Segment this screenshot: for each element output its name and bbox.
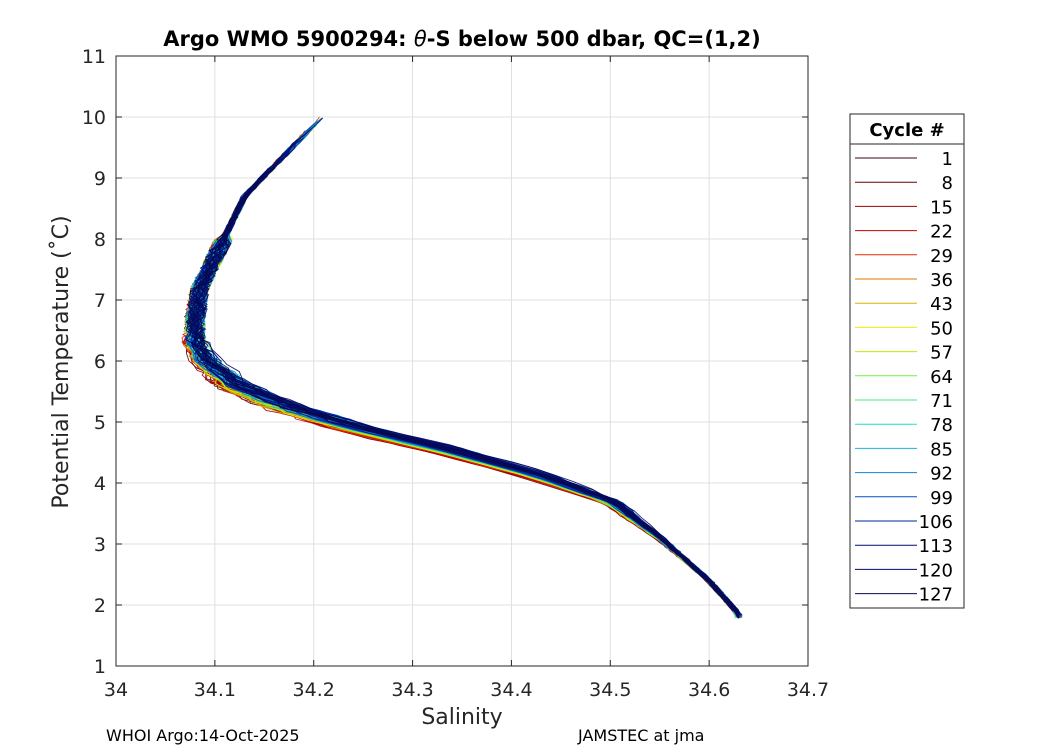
- y-tick-label: 9: [94, 168, 106, 190]
- legend-label: 113: [919, 536, 953, 557]
- x-tick-label: 34.4: [490, 679, 532, 701]
- y-tick-label: 10: [82, 107, 106, 129]
- legend-title: Cycle #: [869, 120, 944, 141]
- profile-line-cycle-127: [187, 184, 734, 612]
- legend-label: 120: [919, 560, 953, 581]
- x-tick-label: 34: [104, 679, 128, 701]
- y-tick-label: 6: [94, 351, 106, 373]
- legend-label: 57: [930, 343, 953, 364]
- legend-label: 64: [930, 367, 953, 388]
- legend-label: 29: [930, 246, 953, 267]
- legend-label: 22: [930, 222, 953, 243]
- title-prefix: Argo WMO 5900294:: [163, 27, 414, 51]
- y-tick-label: 8: [94, 229, 106, 251]
- profile-line-cycle-127: [185, 140, 735, 610]
- profile-line-cycle-127: [188, 173, 737, 615]
- y-axis-label: Potential Temperature (˚C): [49, 215, 74, 508]
- x-axis-label: Salinity: [421, 705, 502, 730]
- x-tick-label: 34.5: [589, 679, 631, 701]
- footer-right: JAMSTEC at jma: [578, 726, 705, 745]
- legend-label: 15: [930, 197, 953, 218]
- legend-label: 78: [930, 415, 953, 436]
- x-tick-label: 34.2: [293, 679, 335, 701]
- legend-label: 85: [930, 439, 953, 460]
- grid: [116, 56, 808, 666]
- title-theta: θ: [414, 27, 427, 51]
- x-tick-label: 34.6: [688, 679, 730, 701]
- legend-label: 8: [942, 173, 953, 194]
- profile-line-cycle-120: [187, 197, 742, 616]
- chart-title: Argo WMO 5900294: θ-S below 500 dbar, QC…: [163, 27, 760, 51]
- y-tick-label: 5: [94, 412, 106, 434]
- footer-left: WHOI Argo:14-Oct-2025: [106, 726, 300, 745]
- legend-label: 106: [919, 512, 953, 533]
- legend-label: 36: [930, 270, 953, 291]
- profiles: [181, 116, 743, 619]
- legend-box: [849, 113, 965, 609]
- x-tick-label: 34.7: [787, 679, 829, 701]
- y-tick-label: 2: [94, 595, 106, 617]
- legend-label: 50: [930, 318, 953, 339]
- y-tick-label: 7: [94, 290, 106, 312]
- legend-label: 127: [919, 585, 953, 606]
- y-tick-label: 4: [94, 473, 106, 495]
- x-tick-label: 34.3: [391, 679, 433, 701]
- title-suffix: -S below 500 dbar, QC=(1,2): [427, 27, 761, 51]
- legend-label: 71: [930, 391, 953, 412]
- y-tick-label: 11: [82, 46, 106, 68]
- legend-label: 1: [942, 149, 953, 170]
- legend-label: 99: [930, 488, 953, 509]
- profile-line-cycle-127: [185, 190, 738, 611]
- y-tick-label: 1: [94, 656, 106, 678]
- y-tick-label: 3: [94, 534, 106, 556]
- x-tick-label: 34.1: [194, 679, 236, 701]
- ticks: 34 34.1 34.2 34.3 34.4 34.5 34.6 34.71234567891…: [82, 46, 829, 701]
- legend: Cycle # 1 8 15 22 29 36 43 50 57 64 71 78 85 92 99 106 1…: [849, 113, 965, 609]
- legend-label: 92: [930, 464, 953, 485]
- legend-label: 43: [930, 294, 953, 315]
